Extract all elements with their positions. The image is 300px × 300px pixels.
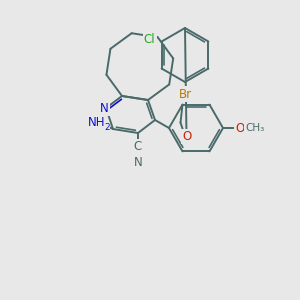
Text: 2: 2 [104, 122, 110, 131]
Text: CH₃: CH₃ [245, 123, 265, 133]
Text: Br: Br [178, 88, 192, 100]
Text: O: O [182, 130, 191, 143]
Text: NH: NH [88, 116, 106, 130]
Text: Cl: Cl [144, 33, 155, 46]
Text: N: N [134, 157, 142, 169]
Text: N: N [100, 101, 108, 115]
Text: C: C [134, 140, 142, 154]
Text: O: O [236, 122, 244, 134]
